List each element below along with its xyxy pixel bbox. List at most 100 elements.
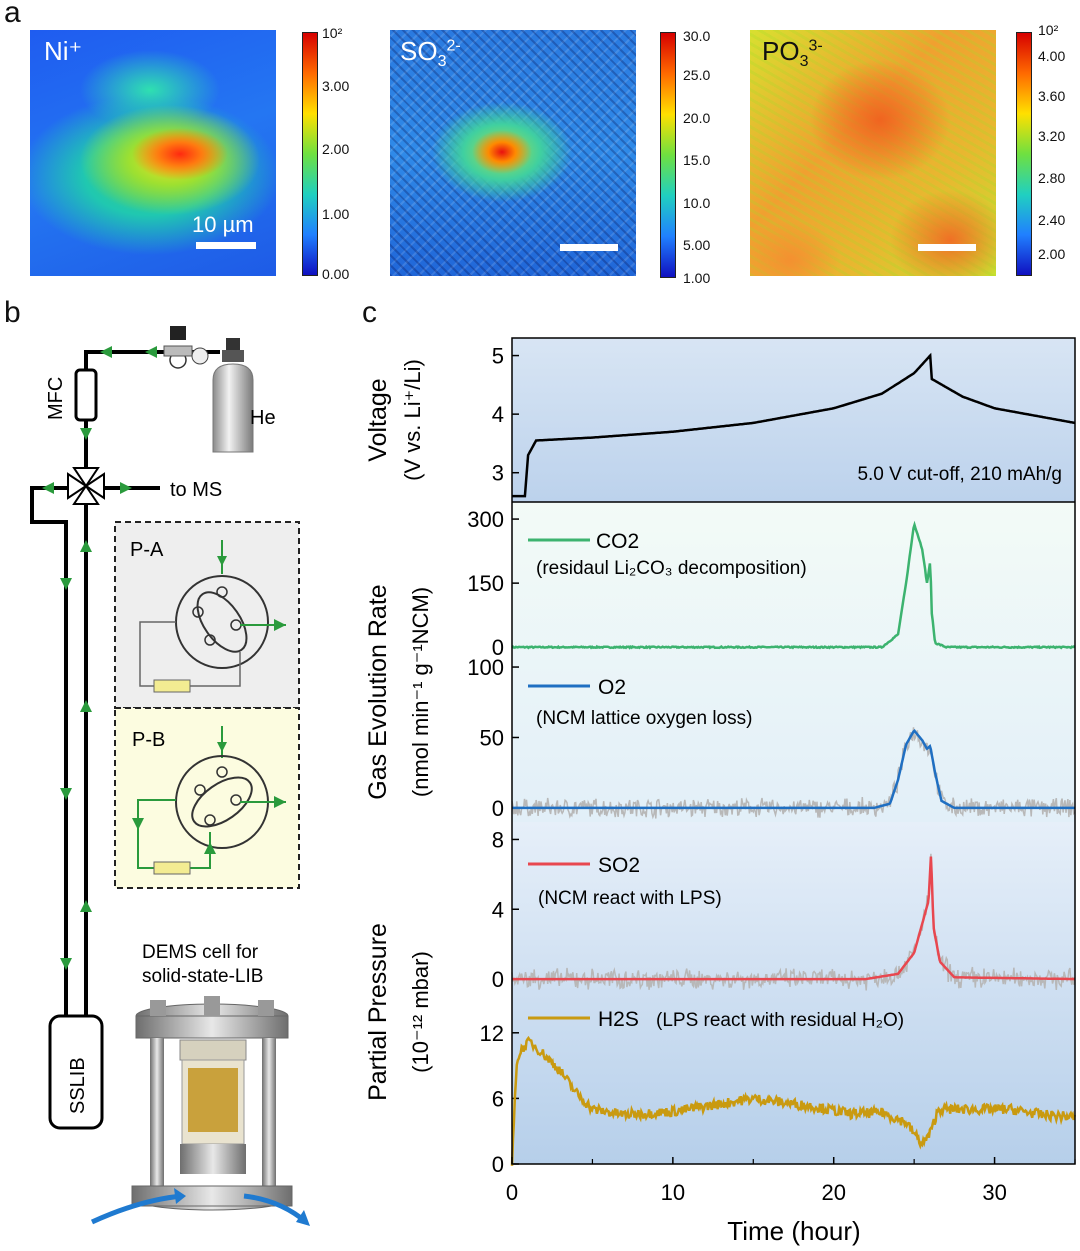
ni-scalebar-label: 10 µm	[192, 212, 254, 237]
so2-legend-note: (NCM react with LPS)	[538, 888, 722, 909]
flow-arrow-icon	[42, 482, 54, 494]
x-tick-label: 20	[821, 1180, 845, 1205]
x-tick-label: 30	[982, 1180, 1006, 1205]
voltage-ytick-label: 5	[492, 344, 504, 369]
ni-cbar-tick: 1.00	[322, 206, 350, 222]
so3-cbar-tick: 25.0	[683, 67, 711, 83]
pb-label: P-B	[132, 729, 165, 751]
flow-arrow-icon	[60, 578, 72, 590]
voltage-panel-bg	[512, 338, 1075, 502]
flow-arrow-icon	[145, 346, 157, 358]
h2s-ytick-label: 0	[492, 1152, 504, 1177]
to-ms-label: to MS	[170, 479, 222, 501]
pa-valve-diagram	[139, 540, 286, 693]
dems-schematic: He MFC to MS SSLIB P-A P-B	[30, 326, 310, 1226]
plot-frame	[511, 337, 1076, 1165]
co2-ytick-label: 0	[492, 635, 504, 660]
cell-caption-line1: DEMS cell for	[142, 942, 259, 963]
pressure-ylabel-units: (10⁻¹² mbar)	[408, 951, 433, 1073]
pa-label: P-A	[130, 539, 164, 561]
o2-ytick-label: 100	[467, 655, 504, 680]
h2s-ytick-label: 6	[492, 1086, 504, 1111]
voltage-ytick-label: 3	[492, 461, 504, 486]
flow-arrow-icon	[80, 700, 92, 712]
ni-map-label: Ni⁺	[44, 36, 83, 66]
gas-panel-bg	[512, 502, 1075, 822]
so3-cbar-tick: 30.0	[683, 28, 711, 44]
so2-raw-signal	[511, 853, 1076, 991]
sslib-label: SSLIB	[67, 1057, 89, 1114]
po3-scalebar	[918, 244, 976, 251]
so3-cbar-tick: 15.0	[683, 152, 711, 168]
so2-legend-label: SO2	[598, 854, 640, 877]
ni-cbar-tick: 2.00	[322, 141, 350, 157]
voltage-ytick-label: 4	[492, 402, 504, 427]
flow-arrow-icon	[60, 788, 72, 800]
ni-cbar-tick: 0.00	[322, 266, 350, 282]
dems-cell-photo	[90, 996, 310, 1226]
po3-cbar-tick: 3.20	[1038, 128, 1066, 144]
po3-cbar-tick: 10²	[1038, 22, 1059, 38]
ni-cbar-tick: 3.00	[322, 78, 350, 94]
co2-legend-label: CO2	[596, 530, 639, 553]
pressure-ylabel: Partial Pressure	[364, 923, 392, 1101]
so2-ytick-label: 8	[492, 827, 504, 852]
so2-series-line	[512, 856, 1075, 981]
so3-cbar-tick: 10.0	[683, 195, 711, 211]
flow-arrow-icon	[80, 428, 92, 440]
voltage-ylabel: Voltage	[364, 378, 392, 461]
so3-cbar-tick: 5.00	[683, 237, 711, 253]
o2-legend-label: O2	[598, 676, 626, 699]
so3-cbar-tick: 1.00	[683, 270, 711, 286]
voltage-note: 5.0 V cut-off, 210 mAh/g	[857, 464, 1062, 485]
flow-arrow-icon	[80, 900, 92, 912]
ni-cbar-tick: 10²	[322, 25, 343, 41]
flow-arrow-icon	[100, 346, 112, 358]
h2s-series-line	[510, 1035, 1076, 1166]
so3-colorbar	[660, 32, 676, 278]
o2-ytick-label: 50	[480, 725, 504, 750]
po3-colorbar	[1016, 32, 1032, 276]
h2s-legend-label: H2S	[598, 1008, 639, 1031]
x-tick-label: 10	[661, 1180, 685, 1205]
so3-cbar-tick: 20.0	[683, 110, 711, 126]
so3-scalebar	[560, 244, 618, 251]
po3-cbar-tick: 2.80	[1038, 170, 1066, 186]
voltage-series-line	[512, 352, 1076, 498]
po3-cbar-tick: 3.60	[1038, 88, 1066, 104]
o2-ytick-label: 0	[492, 796, 504, 821]
ni-ion-map: Ni⁺ 10 µm	[30, 30, 276, 276]
mfc-label: MFC	[45, 377, 67, 420]
po3-cbar-tick: 2.40	[1038, 212, 1066, 228]
pb-valve-diagram	[132, 726, 286, 875]
panel-letter-b: b	[4, 296, 21, 329]
x-axis-title: Time (hour)	[727, 1216, 860, 1246]
h2s-legend-note: (LPS react with residual H₂O)	[656, 1010, 904, 1031]
flow-arrow-icon	[80, 540, 92, 552]
flow-arrow-icon	[120, 482, 132, 494]
ni-colorbar	[302, 32, 318, 276]
helium-cylinder-icon	[212, 338, 254, 453]
gas-ylabel: Gas Evolution Rate	[364, 584, 392, 799]
po3-ion-map: PO33-	[750, 30, 996, 276]
po3-cbar-tick: 2.00	[1038, 246, 1066, 262]
co2-series-line	[511, 520, 1076, 650]
x-tick-label: 0	[506, 1180, 518, 1205]
so3-ion-map: SO32-	[390, 30, 636, 276]
mfc-box	[74, 368, 98, 422]
gas-ylabel-units: (nmol min⁻¹ g⁻¹NCM)	[408, 587, 433, 797]
o2-legend-note: (NCM lattice oxygen loss)	[536, 708, 752, 729]
so2-ytick-label: 4	[492, 897, 504, 922]
co2-ytick-label: 300	[467, 507, 504, 532]
co2-ytick-label: 150	[467, 571, 504, 596]
pressure-panel-bg	[512, 822, 1075, 1164]
pressure-regulator-icon	[163, 326, 209, 369]
flow-arrow-icon	[60, 958, 72, 970]
cell-caption-line2: solid-state-LIB	[142, 966, 263, 987]
he-label: He	[250, 407, 276, 429]
ni-scalebar	[196, 242, 256, 249]
co2-legend-note: (residaul Li₂CO₃ decomposition)	[536, 558, 807, 579]
panel-letter-c: c	[362, 296, 377, 329]
panel-letter-a: a	[4, 0, 21, 29]
po3-cbar-tick: 4.00	[1038, 48, 1066, 64]
